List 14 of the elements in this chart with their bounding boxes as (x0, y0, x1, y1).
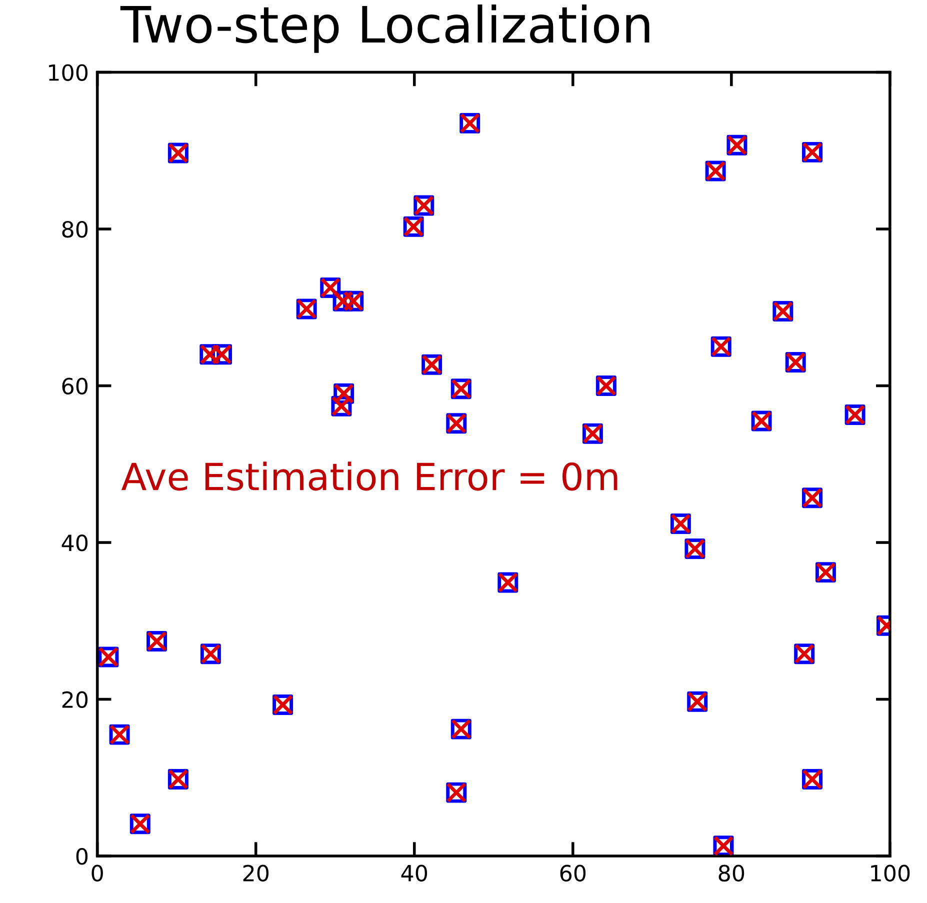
x-tick-label: 20 (243, 864, 269, 882)
y-tick-label: 20 (62, 691, 88, 708)
x-tick-label: 0 (92, 864, 103, 882)
y-tick-label: 60 (62, 378, 88, 395)
y-tick-label: 0 (76, 848, 88, 865)
annotation: Ave Estimation Error = 0m (121, 462, 618, 491)
y-tick-label: 100 (49, 64, 88, 81)
x-tick-label: 80 (718, 864, 744, 882)
x-tick-label: 60 (560, 864, 586, 882)
chart-title: Two-step Localization (120, 4, 650, 53)
y-tick-label: 80 (62, 220, 88, 238)
y-tick-label: 40 (62, 534, 88, 552)
x-tick-label: 40 (401, 864, 428, 882)
x-tick-label: 100 (871, 864, 910, 882)
